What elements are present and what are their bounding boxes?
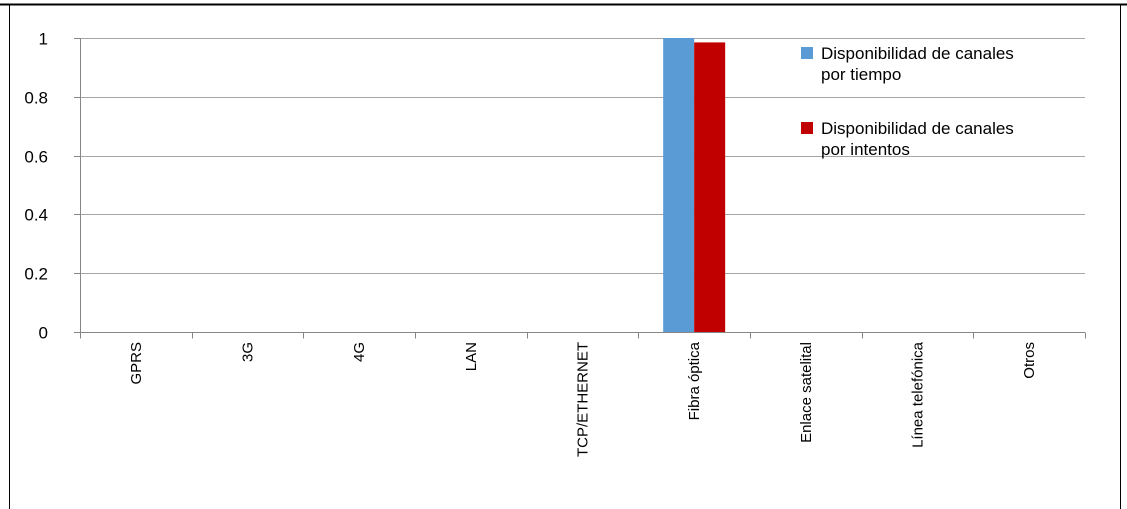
bar — [663, 38, 695, 332]
axes — [74, 38, 1086, 339]
y-tick-label: 0.6 — [24, 148, 48, 167]
y-tick-label: 0.8 — [24, 89, 48, 108]
legend-label: Disponibilidad de canales por tiempo — [821, 44, 1014, 84]
bars — [663, 38, 726, 332]
gridlines — [80, 38, 1085, 274]
x-tick-label: 4G — [351, 342, 368, 362]
x-tick-label: LAN — [463, 342, 480, 371]
y-tick-label: 0.4 — [24, 206, 48, 225]
y-tick-label: 1 — [39, 30, 48, 49]
y-tick-label: 0 — [39, 324, 48, 343]
x-tick-label: TCP/ETHERNET — [575, 342, 592, 457]
y-tick-label: 0.2 — [24, 265, 48, 284]
legend-swatch — [801, 122, 813, 134]
x-tick-label: Otros — [1021, 342, 1038, 379]
x-tick-label: Enlace satelital — [798, 342, 815, 443]
x-tick-label: 3G — [240, 342, 257, 362]
legend-swatch — [801, 47, 813, 59]
legend: Disponibilidad de canales por tiempo Dispo… — [801, 44, 1014, 159]
x-tick-label: Línea telefónica — [910, 341, 927, 448]
y-tick-labels: 0 0.2 0.4 0.6 0.8 1 — [24, 30, 48, 343]
x-tick-label: Fibra óptica — [686, 341, 703, 420]
x-tick-label: GPRS — [128, 342, 145, 385]
legend-label: Disponibilidad de canales por intentos — [821, 119, 1014, 159]
x-tick-labels: GPRS 3G 4G LAN TCP/ETHERNET Fibra óptica Enlac… — [128, 341, 1038, 457]
bar — [694, 42, 726, 332]
